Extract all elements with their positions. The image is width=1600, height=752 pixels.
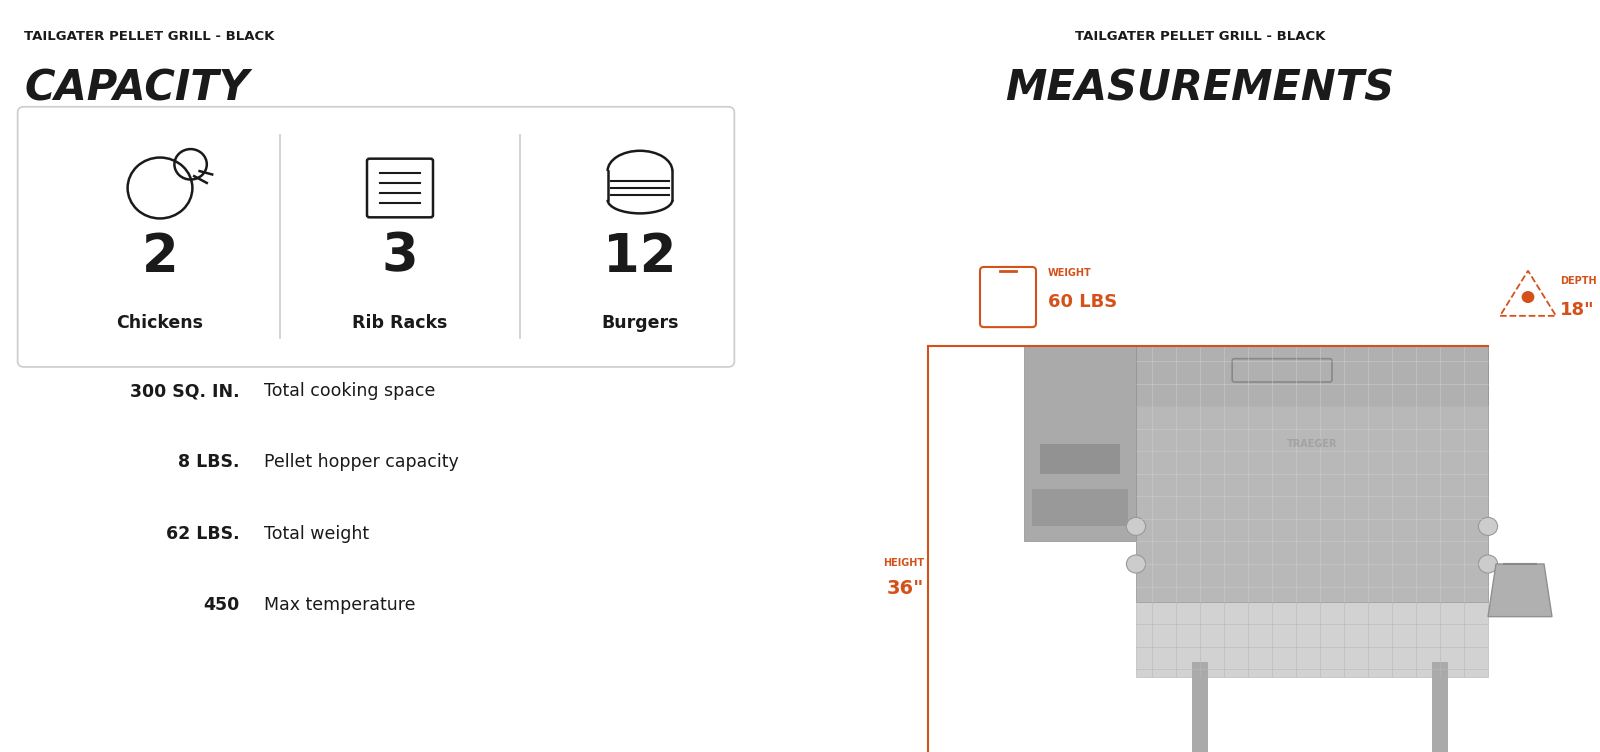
Circle shape [1478,517,1498,535]
Text: 18": 18" [1560,301,1595,319]
Text: 300 SQ. IN.: 300 SQ. IN. [130,382,240,400]
Circle shape [1126,517,1146,535]
Text: TAILGATER PELLET GRILL - BLACK: TAILGATER PELLET GRILL - BLACK [1075,30,1325,43]
Bar [1040,444,1120,474]
Text: 60 LBS: 60 LBS [1048,293,1117,311]
Text: Pellet hopper capacity: Pellet hopper capacity [264,453,459,472]
Bar [1136,602,1488,677]
Circle shape [1126,555,1146,573]
Text: DEPTH: DEPTH [1560,276,1597,286]
Circle shape [1478,555,1498,573]
Text: MEASUREMENTS: MEASUREMENTS [1005,68,1395,110]
Bar [1136,346,1488,406]
Text: CAPACITY: CAPACITY [24,68,250,110]
Bar [1432,662,1448,752]
Text: Rib Racks: Rib Racks [352,314,448,332]
FancyBboxPatch shape [18,107,734,367]
Polygon shape [1488,564,1552,617]
Text: 2: 2 [142,231,178,283]
Text: 8 LBS.: 8 LBS. [179,453,240,472]
Text: TRAEGER: TRAEGER [1286,438,1338,449]
Text: TAILGATER PELLET GRILL - BLACK: TAILGATER PELLET GRILL - BLACK [24,30,274,43]
Text: Chickens: Chickens [117,314,203,332]
Bar [1192,662,1208,752]
Text: 62 LBS.: 62 LBS. [166,525,240,543]
Text: 3: 3 [382,231,418,283]
Text: WEIGHT: WEIGHT [1048,268,1091,278]
Text: Total weight: Total weight [264,525,370,543]
Bar [1136,346,1488,602]
Text: Total cooking space: Total cooking space [264,382,435,400]
Text: 450: 450 [203,596,240,614]
Text: Max temperature: Max temperature [264,596,416,614]
Bar [1032,489,1128,526]
Circle shape [1522,291,1534,303]
Text: HEIGHT: HEIGHT [883,558,925,568]
Text: 36": 36" [886,579,925,598]
Text: 12: 12 [603,231,677,283]
Bar [1024,346,1136,541]
Text: Burgers: Burgers [602,314,678,332]
